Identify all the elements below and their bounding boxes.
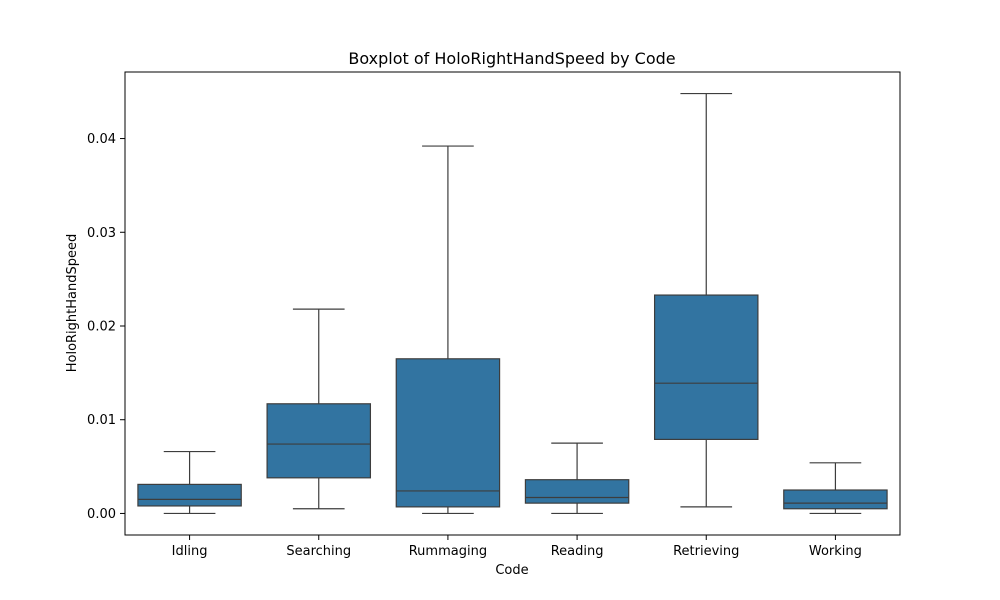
- plot-area: [137, 92, 888, 515]
- x-tick-label: Idling: [172, 544, 208, 559]
- box-group-retrieving: [653, 92, 759, 508]
- y-axis-label: HoloRightHandSpeed: [65, 234, 80, 373]
- box-iqr: [137, 483, 242, 507]
- x-tick-label: Searching: [286, 544, 351, 559]
- box-group-working: [783, 462, 888, 515]
- y-tick-label: 0.01: [87, 413, 116, 428]
- x-tick-label: Retrieving: [673, 544, 739, 559]
- y-tick-label: 0.03: [87, 226, 116, 241]
- y-axis: 0.00 0.01 0.02 0.03 0.04: [87, 132, 125, 522]
- box-group-idling: [137, 450, 242, 515]
- box-iqr: [266, 403, 372, 479]
- box-iqr: [653, 294, 759, 441]
- chart-title: Boxplot of HoloRightHandSpeed by Code: [348, 49, 675, 68]
- x-tick-label: Rummaging: [409, 544, 487, 559]
- y-tick-label: 0.04: [87, 132, 116, 147]
- x-axis-label: Code: [495, 563, 528, 578]
- x-axis: Idling Searching Rummaging Reading Retrievin…: [172, 535, 862, 559]
- box-group-searching: [266, 308, 372, 510]
- y-tick-label: 0.00: [87, 507, 116, 522]
- plot-frame: [124, 71, 901, 536]
- y-tick-label: 0.02: [87, 319, 116, 334]
- x-tick-label: Working: [809, 544, 862, 559]
- box-iqr: [783, 489, 888, 510]
- box-iqr: [395, 358, 501, 508]
- box-iqr: [524, 479, 630, 504]
- box-group-reading: [524, 442, 630, 515]
- x-tick-label: Reading: [551, 544, 604, 559]
- box-group-rummaging: [395, 145, 501, 515]
